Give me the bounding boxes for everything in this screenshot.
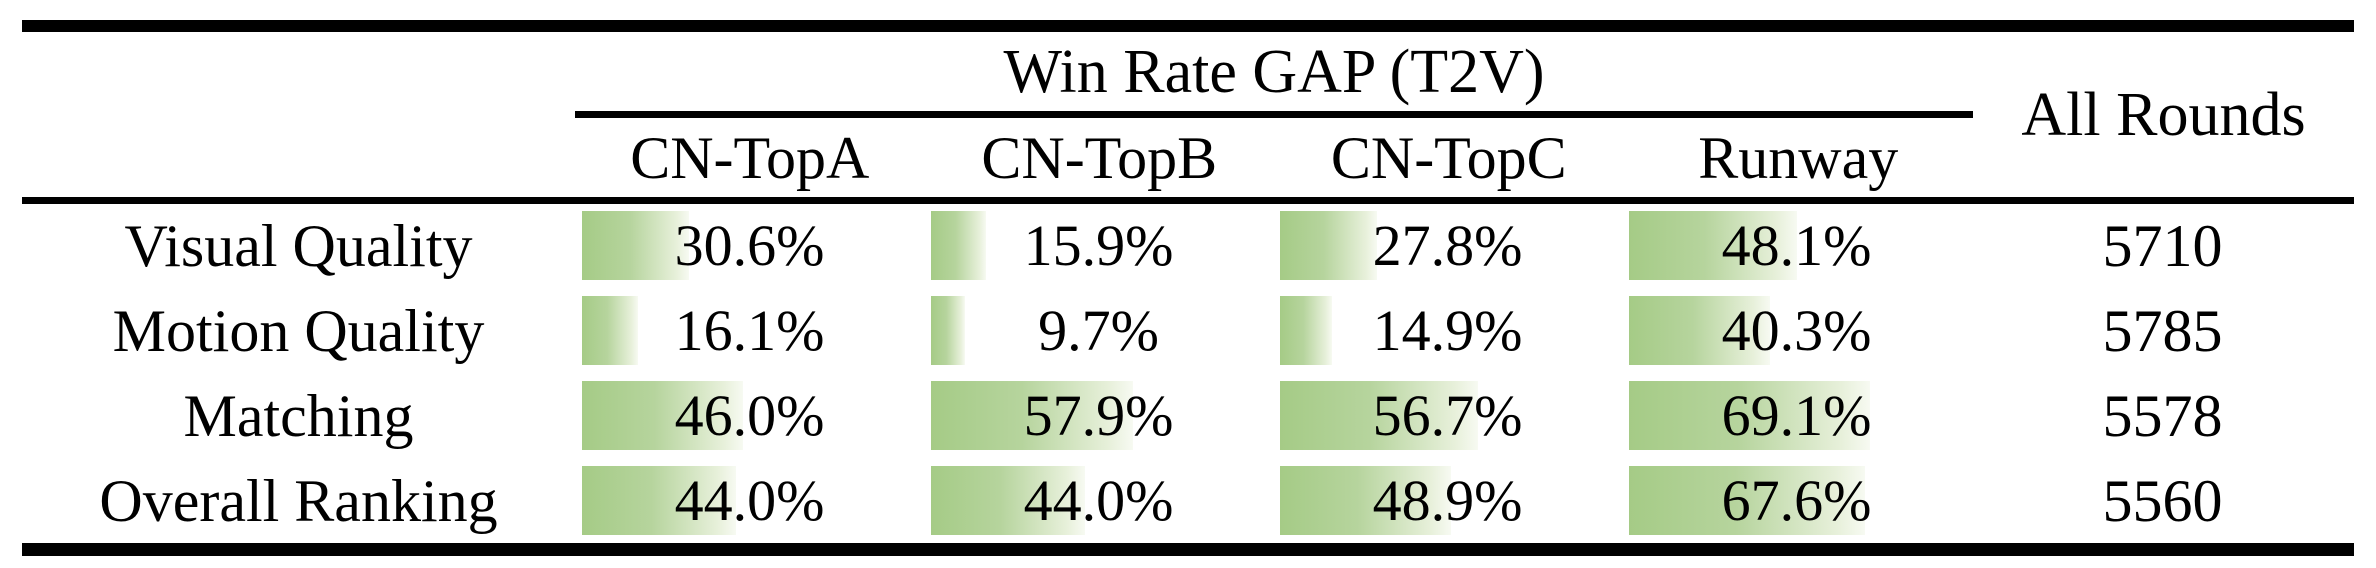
column-header-all-rounds: All Rounds: [2021, 80, 2306, 149]
table-mid-rule: [22, 197, 2354, 204]
percent-value: 69.1%: [1721, 382, 1872, 448]
data-bar: [582, 381, 743, 450]
percent-cell: 67.6%: [1622, 458, 1971, 543]
row-label: Overall Ranking: [99, 467, 498, 534]
percent-cell: 46.0%: [575, 373, 924, 458]
row-label: Motion Quality: [112, 297, 485, 364]
percent-value: 15.9%: [1023, 212, 1174, 278]
percent-value: 14.9%: [1372, 297, 1523, 363]
percent-cell: 44.0%: [924, 458, 1273, 543]
all-rounds-value: 5560: [2102, 467, 2223, 534]
group-title: Win Rate GAP (T2V): [1003, 37, 1545, 106]
data-bar: [1629, 211, 1797, 280]
all-rounds-value: 5710: [2102, 212, 2223, 279]
percent-value: 16.1%: [674, 297, 825, 363]
table-top-rule: [22, 20, 2354, 32]
percent-value: 40.3%: [1721, 297, 1872, 363]
all-rounds-value: 5785: [2102, 297, 2223, 364]
all-rounds-value: 5578: [2102, 382, 2223, 449]
percent-cell: 48.1%: [1622, 203, 1971, 288]
table-row-motion-quality: Motion Quality 16.1% 9.7% 14.9% 40.3% 57…: [22, 288, 2354, 373]
percent-value: 48.1%: [1721, 212, 1872, 278]
column-header-cn-topb: CN-TopB: [981, 124, 1218, 191]
table-header: Win Rate GAP (T2V) CN-TopA CN-TopB CN-To…: [22, 32, 2354, 197]
win-rate-group: Win Rate GAP (T2V) CN-TopA CN-TopB CN-To…: [575, 32, 1973, 197]
data-bar: [931, 296, 965, 365]
percent-cell: 40.3%: [1622, 288, 1971, 373]
percent-value: 57.9%: [1023, 382, 1174, 448]
percent-cell: 9.7%: [924, 288, 1273, 373]
data-bar: [1280, 466, 1451, 535]
data-bar: [931, 381, 1134, 450]
percent-value: 9.7%: [1038, 297, 1159, 363]
data-bar: [1629, 296, 1770, 365]
table-body: Visual Quality 30.6% 15.9% 27.8% 48.1% 5…: [22, 203, 2354, 543]
percent-cell: 69.1%: [1622, 373, 1971, 458]
percent-cell: 27.8%: [1273, 203, 1622, 288]
table-row-visual-quality: Visual Quality 30.6% 15.9% 27.8% 48.1% 5…: [22, 203, 2354, 288]
column-header-runway: Runway: [1698, 124, 1899, 191]
data-bar: [1280, 296, 1332, 365]
table-row-matching: Matching 46.0% 57.9% 56.7% 69.1% 5578: [22, 373, 2354, 458]
table-bottom-rule: [22, 543, 2354, 556]
row-label: Matching: [183, 382, 414, 449]
percent-cell: 16.1%: [575, 288, 924, 373]
group-underline-rule: [575, 111, 1973, 118]
percent-cell: 15.9%: [924, 203, 1273, 288]
percent-value: 44.0%: [674, 467, 825, 533]
percent-cell: 56.7%: [1273, 373, 1622, 458]
column-header-cn-topa: CN-TopA: [630, 124, 870, 191]
data-bar: [931, 466, 1085, 535]
percent-value: 67.6%: [1721, 467, 1872, 533]
column-header-cn-topc: CN-TopC: [1330, 124, 1567, 191]
percent-cell: 30.6%: [575, 203, 924, 288]
data-bar: [1280, 381, 1478, 450]
model-header-row: CN-TopA CN-TopB CN-TopC Runway: [575, 118, 1973, 197]
header-spacer: [22, 32, 575, 197]
percent-value: 46.0%: [674, 382, 825, 448]
percent-value: 48.9%: [1372, 467, 1523, 533]
percent-value: 30.6%: [674, 212, 825, 278]
table-row-overall-ranking: Overall Ranking 44.0% 44.0% 48.9% 67.6% …: [22, 458, 2354, 543]
data-bar: [582, 211, 689, 280]
data-bar: [1280, 211, 1378, 280]
percent-cell: 57.9%: [924, 373, 1273, 458]
data-bar: [1629, 381, 1871, 450]
percent-cell: 44.0%: [575, 458, 924, 543]
percent-value: 44.0%: [1023, 467, 1174, 533]
percent-cell: 48.9%: [1273, 458, 1622, 543]
data-bar: [931, 211, 987, 280]
percent-cell: 14.9%: [1273, 288, 1622, 373]
data-bar: [582, 466, 736, 535]
percent-value: 27.8%: [1372, 212, 1523, 278]
data-bar: [582, 296, 639, 365]
data-bar: [1629, 466, 1865, 535]
row-label: Visual Quality: [124, 212, 473, 279]
percent-value: 56.7%: [1372, 382, 1523, 448]
